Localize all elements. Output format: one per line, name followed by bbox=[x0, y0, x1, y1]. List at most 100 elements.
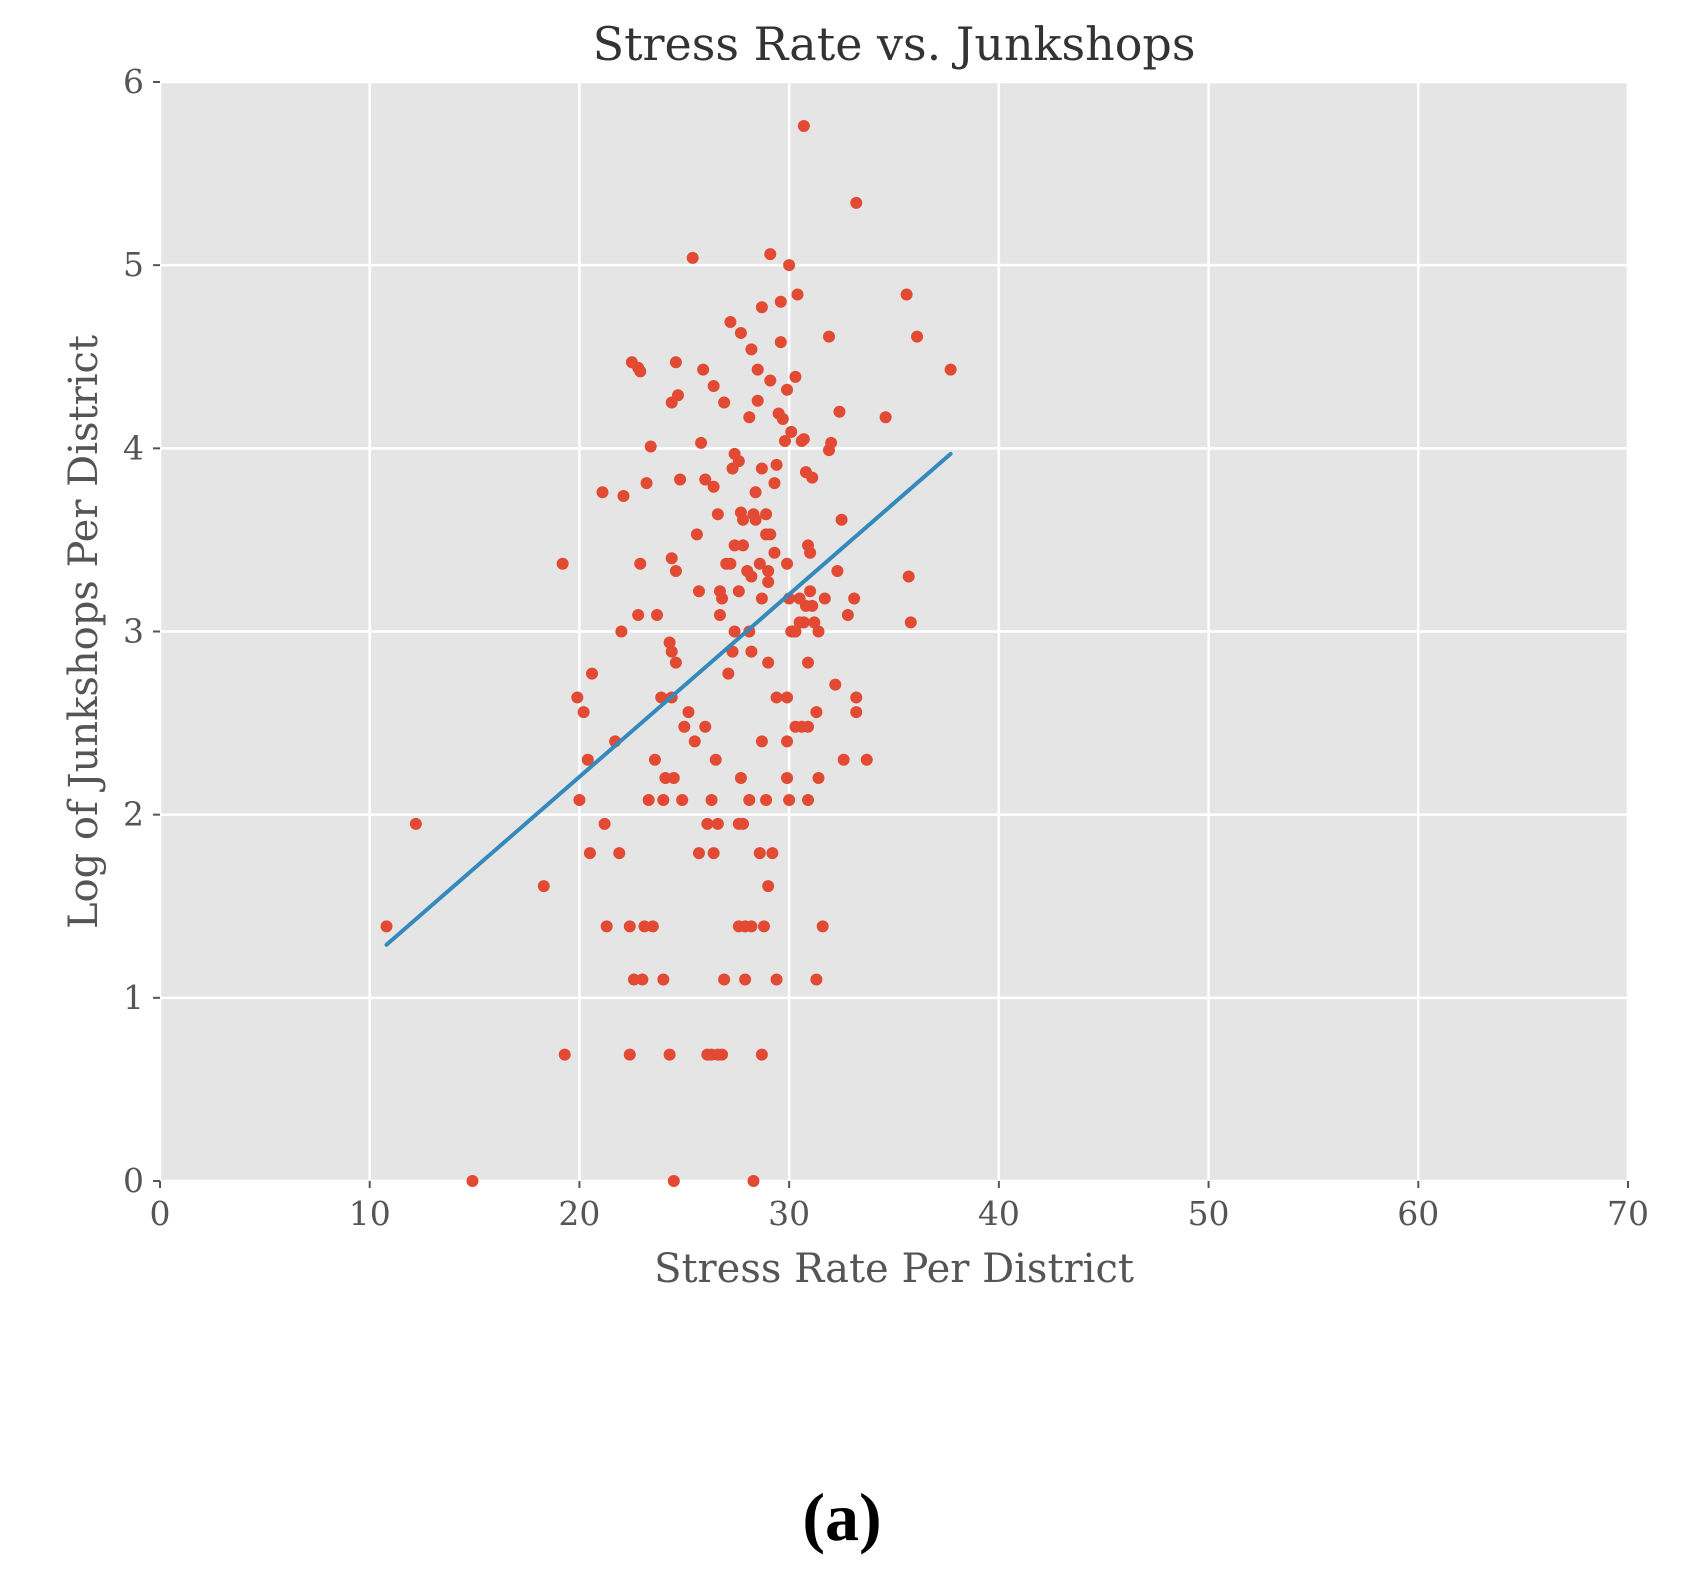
x-tick-label: 60 bbox=[1397, 1194, 1439, 1233]
data-point bbox=[705, 794, 718, 807]
data-point bbox=[797, 119, 810, 132]
data-point bbox=[623, 920, 636, 933]
data-point bbox=[598, 817, 611, 830]
data-point bbox=[745, 570, 758, 583]
data-point bbox=[770, 691, 783, 704]
data-point bbox=[728, 625, 741, 638]
data-point bbox=[734, 326, 747, 339]
data-point bbox=[623, 1048, 636, 1061]
data-point bbox=[783, 259, 796, 272]
y-tick-label: 6 bbox=[123, 62, 144, 101]
data-point bbox=[774, 336, 787, 349]
data-point bbox=[718, 973, 731, 986]
data-point bbox=[781, 735, 794, 748]
data-point bbox=[657, 973, 670, 986]
data-point bbox=[724, 557, 737, 570]
data-point bbox=[904, 616, 917, 629]
data-point bbox=[764, 248, 777, 261]
data-point bbox=[818, 592, 831, 605]
data-point bbox=[797, 616, 810, 629]
data-point bbox=[806, 599, 819, 612]
data-point bbox=[583, 847, 596, 860]
data-point bbox=[745, 645, 758, 658]
data-point bbox=[577, 706, 590, 719]
data-point bbox=[724, 315, 737, 328]
data-point bbox=[944, 363, 957, 376]
data-point bbox=[600, 920, 613, 933]
data-point bbox=[734, 772, 747, 785]
data-point bbox=[690, 528, 703, 541]
data-point bbox=[665, 552, 678, 565]
data-point bbox=[646, 920, 659, 933]
x-axis-label: Stress Rate Per District bbox=[654, 1246, 1134, 1292]
data-point bbox=[837, 753, 850, 766]
data-point bbox=[707, 380, 720, 393]
data-point bbox=[755, 1048, 768, 1061]
data-point bbox=[797, 433, 810, 446]
data-point bbox=[911, 330, 924, 343]
data-point bbox=[581, 753, 594, 766]
data-point bbox=[667, 772, 680, 785]
data-point bbox=[716, 1048, 729, 1061]
data-point bbox=[686, 251, 699, 264]
data-point bbox=[833, 405, 846, 418]
data-point bbox=[586, 667, 599, 680]
data-point bbox=[774, 295, 787, 308]
data-point bbox=[657, 794, 670, 807]
data-point bbox=[558, 1048, 571, 1061]
x-tick-label: 30 bbox=[768, 1194, 810, 1233]
data-point bbox=[791, 288, 804, 301]
x-tick-label: 0 bbox=[150, 1194, 171, 1233]
data-point bbox=[770, 973, 783, 986]
y-axis-label: Log of Junkshops Per District bbox=[61, 335, 107, 929]
data-point bbox=[627, 973, 640, 986]
data-point bbox=[802, 656, 815, 669]
data-point bbox=[860, 753, 873, 766]
data-point bbox=[728, 539, 741, 552]
data-point bbox=[640, 477, 653, 490]
data-point bbox=[776, 413, 789, 426]
data-point bbox=[663, 636, 676, 649]
data-point bbox=[900, 288, 913, 301]
data-point bbox=[699, 473, 712, 486]
data-point bbox=[663, 1048, 676, 1061]
data-point bbox=[711, 508, 724, 521]
data-point bbox=[634, 557, 647, 570]
data-point bbox=[701, 817, 714, 830]
panel-label: (a) bbox=[802, 1479, 882, 1555]
data-point bbox=[380, 920, 393, 933]
data-point bbox=[802, 720, 815, 733]
data-point bbox=[781, 691, 794, 704]
data-point bbox=[659, 772, 672, 785]
data-point bbox=[760, 508, 773, 521]
data-point bbox=[781, 557, 794, 570]
data-point bbox=[879, 411, 892, 424]
data-point bbox=[709, 753, 722, 766]
data-point bbox=[768, 477, 781, 490]
data-point bbox=[781, 383, 794, 396]
data-point bbox=[816, 920, 829, 933]
data-point bbox=[745, 920, 758, 933]
data-point bbox=[596, 486, 609, 499]
data-point bbox=[764, 374, 777, 387]
data-point bbox=[755, 735, 768, 748]
data-point bbox=[651, 609, 664, 622]
data-point bbox=[692, 585, 705, 598]
data-point bbox=[766, 847, 779, 860]
data-point bbox=[671, 389, 684, 402]
data-point bbox=[678, 720, 691, 733]
data-point bbox=[707, 847, 720, 860]
data-point bbox=[762, 656, 775, 669]
grid-lines bbox=[158, 80, 1630, 1183]
data-point bbox=[409, 817, 422, 830]
data-point bbox=[688, 735, 701, 748]
x-tick-label: 20 bbox=[558, 1194, 600, 1233]
data-point bbox=[642, 794, 655, 807]
data-point bbox=[841, 609, 854, 622]
data-point bbox=[755, 462, 768, 475]
data-point bbox=[674, 473, 687, 486]
data-point bbox=[537, 880, 550, 893]
y-tick-label: 2 bbox=[123, 795, 144, 834]
data-point bbox=[692, 847, 705, 860]
